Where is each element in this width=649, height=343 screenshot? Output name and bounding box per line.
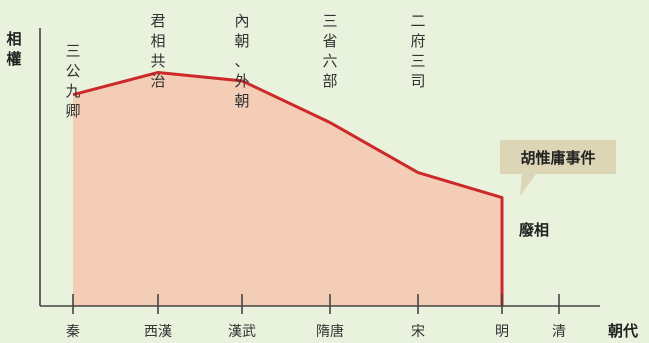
x-tick-label: 明 [495, 324, 509, 340]
series-line [72, 70, 504, 306]
annotations: 三公九卿 君相共治 內朝、外朝 三省六部 二府三司 [65, 12, 425, 120]
annotation-label-3: 內朝、外朝 [234, 12, 249, 110]
x-tick-label: 西漢 [144, 324, 172, 340]
x-tick-label: 漢武 [228, 324, 256, 340]
x-tick-label: 清 [552, 324, 566, 340]
x-ticks: 秦 西漢 漢武 隋唐 宋 明 清 [66, 294, 566, 340]
annotation-label-2: 君相共治 [150, 12, 165, 90]
plot-area [72, 70, 504, 306]
annotation-label-5: 二府三司 [410, 12, 425, 90]
x-tick-label: 宋 [411, 324, 425, 340]
annotation-label-4: 三省六部 [322, 12, 337, 90]
y-axis-title-char-2: 權 [6, 50, 21, 68]
x-tick-label: 秦 [66, 324, 80, 340]
area-fill [73, 72, 502, 306]
end-label: 廢相 [519, 221, 549, 239]
callout: 胡惟庸事件 [500, 140, 616, 196]
axes [39, 28, 600, 307]
callout-text: 胡惟庸事件 [520, 149, 595, 167]
x-tick-label: 隋唐 [316, 323, 344, 340]
annotation-label-1: 三公九卿 [65, 42, 80, 120]
callout-box [500, 140, 616, 196]
y-axis-title-char-1: 相 [6, 30, 21, 48]
x-axis-title: 朝代 [608, 322, 638, 340]
